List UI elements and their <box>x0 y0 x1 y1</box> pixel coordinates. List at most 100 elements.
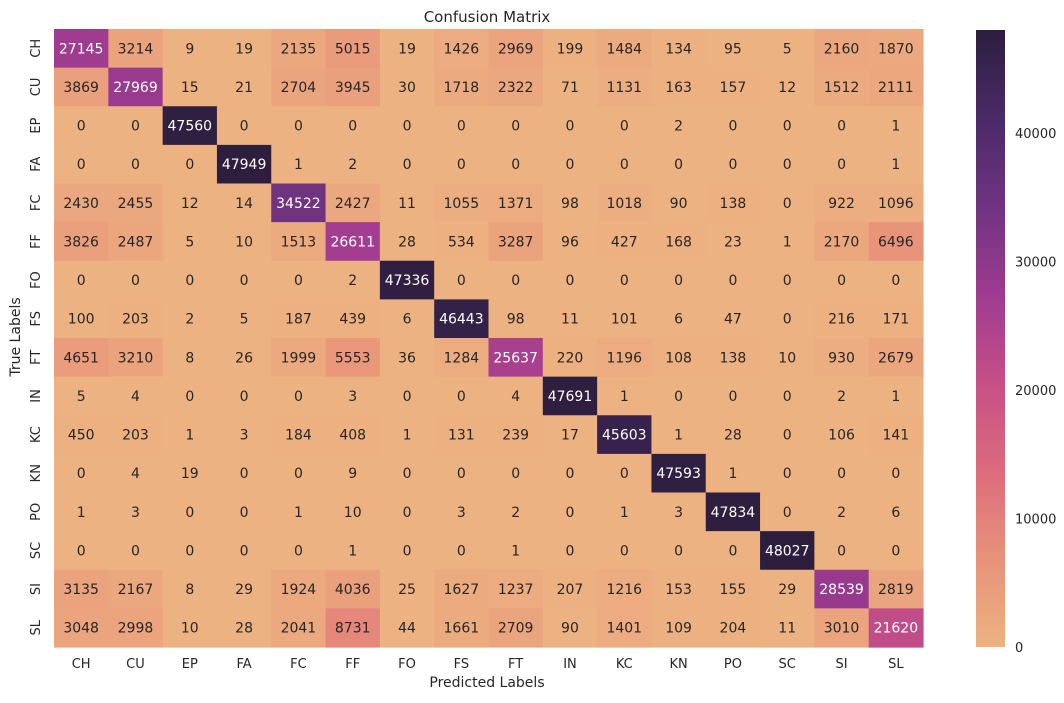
cell-value-label: 3048 <box>63 621 99 637</box>
cell-value-label: 4651 <box>63 350 99 366</box>
heatmap-cell <box>488 492 544 532</box>
heatmap-cell <box>162 144 218 185</box>
cell-value-label: 27969 <box>113 80 158 96</box>
heatmap-cell <box>488 29 544 69</box>
cell-value-label: 0 <box>783 119 792 135</box>
heatmap-cell <box>108 106 164 146</box>
heatmap-cell <box>760 569 815 609</box>
heatmap-cell <box>216 415 272 455</box>
cell-value-label: 0 <box>131 273 140 289</box>
cell-value-label: 28539 <box>819 582 864 598</box>
cell-value-label: 0 <box>837 543 846 559</box>
cell-value-label: 34522 <box>276 196 321 212</box>
y-tick-label: FT <box>29 350 44 365</box>
heatmap-cell <box>162 183 218 223</box>
cell-value-label: 2135 <box>281 41 317 57</box>
cell-value-label: 1401 <box>606 621 642 637</box>
cell-value-label: 1131 <box>606 80 642 96</box>
cell-value-label: 14 <box>235 196 253 212</box>
cell-value-label: 0 <box>620 466 629 482</box>
heatmap-cell <box>216 260 272 300</box>
heatmap-cell <box>705 415 761 455</box>
heatmap-cell <box>325 222 381 262</box>
x-tick-label: SC <box>779 657 796 672</box>
heatmap-cell <box>162 569 218 609</box>
cell-value-label: 5 <box>185 234 194 250</box>
cell-value-label: 8 <box>185 582 194 598</box>
heatmap-cell <box>868 222 924 262</box>
heatmap-cell <box>488 531 544 571</box>
cell-value-label: 0 <box>294 466 303 482</box>
cell-value-label: 47593 <box>656 466 701 482</box>
heatmap-cell <box>488 569 544 609</box>
cell-value-label: 1999 <box>281 350 317 366</box>
heatmap-cell <box>379 67 435 107</box>
heatmap-cell <box>814 376 870 416</box>
heatmap-cell <box>760 376 815 416</box>
cell-value-label: 0 <box>77 157 86 173</box>
heatmap-cell <box>379 29 435 69</box>
cell-value-label: 109 <box>665 621 692 637</box>
heatmap-cell <box>162 376 218 416</box>
cell-value-label: 2 <box>348 157 357 173</box>
cell-value-label: 0 <box>783 466 792 482</box>
cell-value-label: 534 <box>448 234 475 250</box>
cell-value-label: 47560 <box>168 119 213 135</box>
cell-value-label: 23 <box>724 234 742 250</box>
heatmap-cell <box>434 531 490 571</box>
cell-value-label: 2704 <box>281 80 317 96</box>
heatmap-cell <box>108 376 164 416</box>
cell-value-label: 90 <box>670 196 688 212</box>
heatmap-cell <box>488 338 544 378</box>
y-tick-label: FA <box>29 156 44 171</box>
cell-value-label: 0 <box>674 157 683 173</box>
heatmap-cell <box>325 260 381 300</box>
cell-value-label: 0 <box>348 119 357 135</box>
heatmap-cell <box>434 376 490 416</box>
heatmap-cell <box>434 338 490 378</box>
heatmap-cell <box>814 299 870 339</box>
heatmap-cell <box>488 222 544 262</box>
cell-value-label: 138 <box>720 350 747 366</box>
cell-value-label: 1 <box>891 389 900 405</box>
x-tick-label: EP <box>182 657 198 672</box>
cell-value-label: 0 <box>566 543 575 559</box>
heatmap-cell <box>271 106 327 146</box>
heatmap-cell <box>542 222 598 262</box>
heatmap-cell <box>705 67 761 107</box>
cell-value-label: 1 <box>185 428 194 444</box>
heatmap-cell <box>216 299 272 339</box>
heatmap-cell <box>705 531 761 571</box>
cell-value-label: 187 <box>285 312 312 328</box>
heatmap-cell <box>325 608 381 648</box>
cell-value-label: 2455 <box>118 196 154 212</box>
cell-value-label: 207 <box>557 582 584 598</box>
x-tick-labels: CH CU EP FA FC FF FO FS FT IN KC KN PO SC SI SL <box>72 657 905 672</box>
heatmap-cell <box>705 608 761 648</box>
heatmap-cell <box>814 29 870 69</box>
cell-value-label: 0 <box>783 196 792 212</box>
heatmap-cell <box>597 106 653 146</box>
y-tick-labels: CH CU EP FA FC FF FO FS FT IN KC KN PO SC SI SL <box>29 39 44 636</box>
cell-value-label: 0 <box>566 273 575 289</box>
cell-value-label: 1018 <box>606 196 642 212</box>
y-tick-label: FO <box>29 271 44 289</box>
heatmap-cell <box>868 67 924 107</box>
heatmap-cell <box>271 222 327 262</box>
cell-value-label: 1870 <box>878 41 914 57</box>
heatmap-cell <box>379 492 435 532</box>
cell-value-label: 163 <box>665 80 692 96</box>
heatmap-cell <box>868 183 924 223</box>
x-tick-label: KN <box>669 657 687 672</box>
cell-value-label: 21 <box>235 80 253 96</box>
heatmap-cell <box>271 492 327 532</box>
cell-value-label: 47 <box>724 312 742 328</box>
heatmap-cell <box>705 222 761 262</box>
cell-value-label: 1627 <box>444 582 480 598</box>
x-tick-label: FS <box>454 657 470 672</box>
heatmap-cell <box>54 106 109 146</box>
cell-value-label: 427 <box>611 234 638 250</box>
heatmap-cell <box>705 569 761 609</box>
cell-value-label: 0 <box>294 119 303 135</box>
